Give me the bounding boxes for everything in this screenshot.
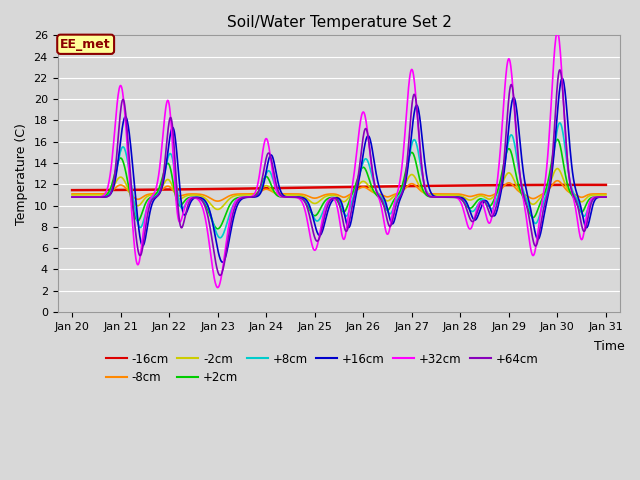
Text: EE_met: EE_met bbox=[60, 38, 111, 51]
Y-axis label: Temperature (C): Temperature (C) bbox=[15, 123, 28, 225]
Legend: -16cm, -8cm, -2cm, +2cm, +8cm, +16cm, +32cm, +64cm: -16cm, -8cm, -2cm, +2cm, +8cm, +16cm, +3… bbox=[101, 348, 543, 389]
X-axis label: Time: Time bbox=[594, 340, 625, 353]
Title: Soil/Water Temperature Set 2: Soil/Water Temperature Set 2 bbox=[227, 15, 451, 30]
